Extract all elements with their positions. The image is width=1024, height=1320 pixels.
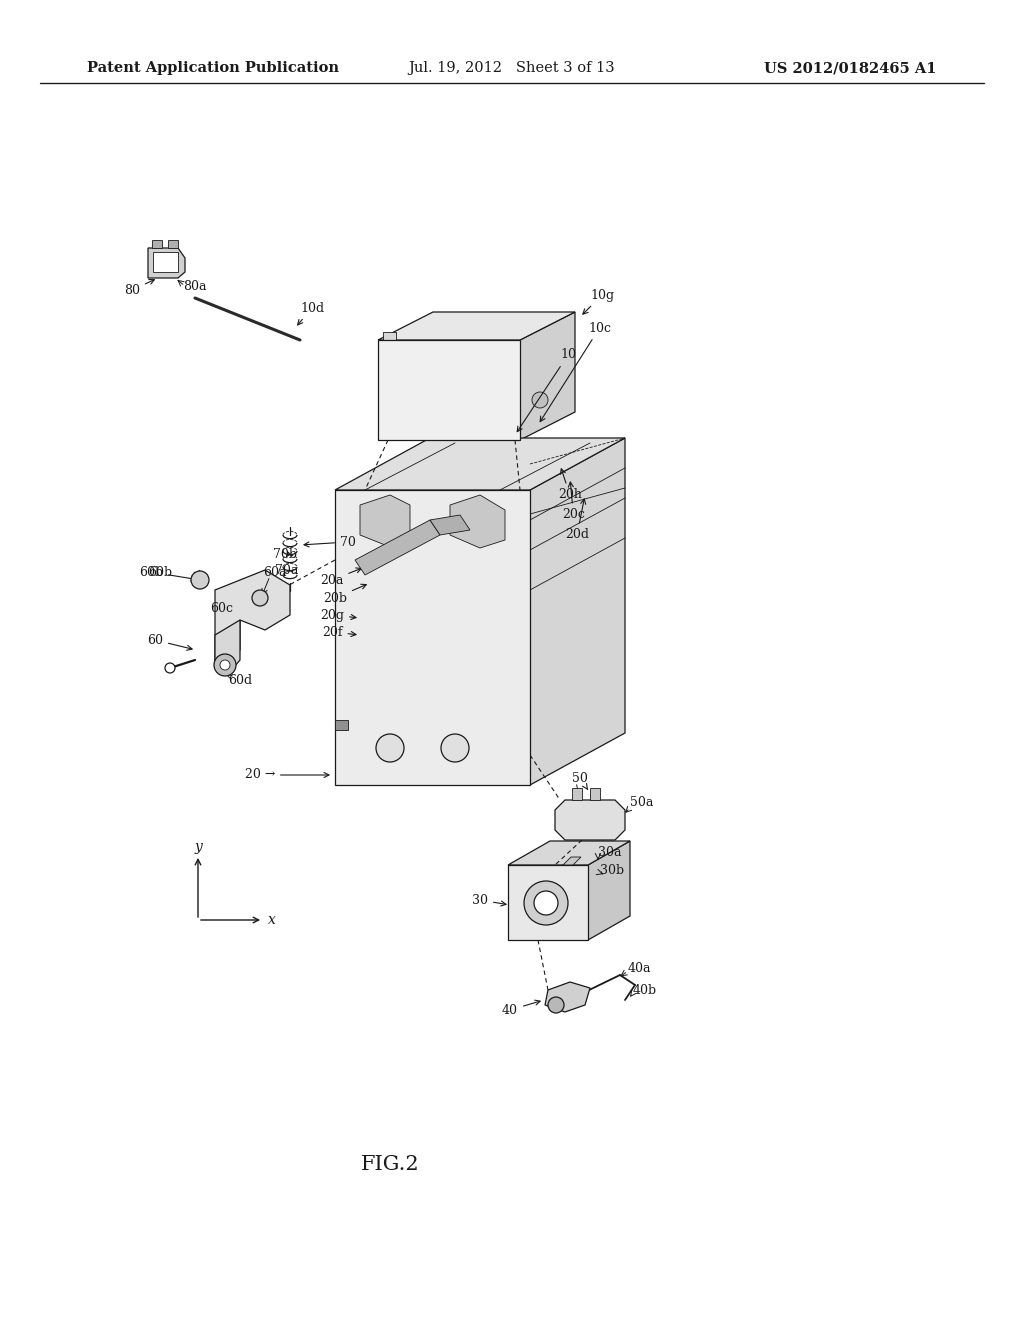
Polygon shape [360,495,410,545]
Text: 20d: 20d [565,499,589,541]
Polygon shape [450,495,505,548]
Polygon shape [215,620,240,672]
Polygon shape [430,515,470,535]
Text: 70b: 70b [273,549,297,561]
Polygon shape [168,240,178,248]
Text: 80a: 80a [183,280,207,293]
Text: y: y [195,840,202,854]
Text: 60b: 60b [139,565,196,581]
Polygon shape [555,800,625,840]
Text: 70: 70 [304,536,356,549]
Text: 10g: 10g [583,289,614,314]
Text: 20h: 20h [558,469,582,502]
Polygon shape [378,775,498,783]
Text: Patent Application Publication: Patent Application Publication [87,61,339,75]
Polygon shape [148,248,185,279]
Polygon shape [508,841,630,865]
Circle shape [376,734,404,762]
Text: Jul. 19, 2012   Sheet 3 of 13: Jul. 19, 2012 Sheet 3 of 13 [409,61,615,75]
Text: 40: 40 [502,1001,540,1016]
Polygon shape [520,312,575,440]
Text: 80: 80 [124,280,155,297]
Polygon shape [335,438,625,490]
Polygon shape [335,719,348,730]
Text: 30b: 30b [600,863,624,876]
Text: 60a: 60a [263,565,287,578]
Polygon shape [378,312,575,341]
Polygon shape [508,865,588,940]
Text: 20b: 20b [323,585,367,605]
Text: 30a: 30a [598,846,622,858]
Text: FIG.2: FIG.2 [360,1155,419,1175]
Polygon shape [588,841,630,940]
Polygon shape [355,520,440,576]
Text: 20a: 20a [319,568,361,586]
Polygon shape [152,240,162,248]
Polygon shape [590,788,600,800]
Circle shape [191,572,209,589]
Text: 10: 10 [517,348,575,432]
Text: 40b: 40b [633,983,657,997]
Circle shape [214,653,236,676]
Text: 60d: 60d [228,673,252,686]
Text: x: x [268,913,275,927]
Text: 60c: 60c [210,602,233,615]
Circle shape [532,392,548,408]
Circle shape [524,880,568,925]
Text: 60b: 60b [147,565,172,578]
Circle shape [252,590,268,606]
Text: 40a: 40a [628,961,651,974]
Text: US 2012/0182465 A1: US 2012/0182465 A1 [765,61,937,75]
Text: 30: 30 [472,894,506,907]
Circle shape [441,734,469,762]
Text: 70a: 70a [275,564,298,577]
Polygon shape [378,341,520,440]
Circle shape [534,891,558,915]
Text: 20 →: 20 → [245,768,329,781]
Polygon shape [530,438,625,785]
Text: 10c: 10c [540,322,611,421]
Polygon shape [383,333,396,341]
Text: 50: 50 [572,771,588,789]
Circle shape [548,997,564,1012]
Text: 50a: 50a [630,796,653,809]
Polygon shape [563,857,581,865]
Polygon shape [153,252,178,272]
Polygon shape [215,570,290,665]
Text: 20c: 20c [562,482,585,521]
Polygon shape [335,490,530,785]
Text: 20g: 20g [319,609,356,622]
Polygon shape [572,788,582,800]
Polygon shape [545,982,590,1012]
Text: 60: 60 [147,634,193,651]
Text: 20f: 20f [322,626,356,639]
Circle shape [220,660,230,671]
Text: 10d: 10d [298,301,325,325]
Circle shape [165,663,175,673]
